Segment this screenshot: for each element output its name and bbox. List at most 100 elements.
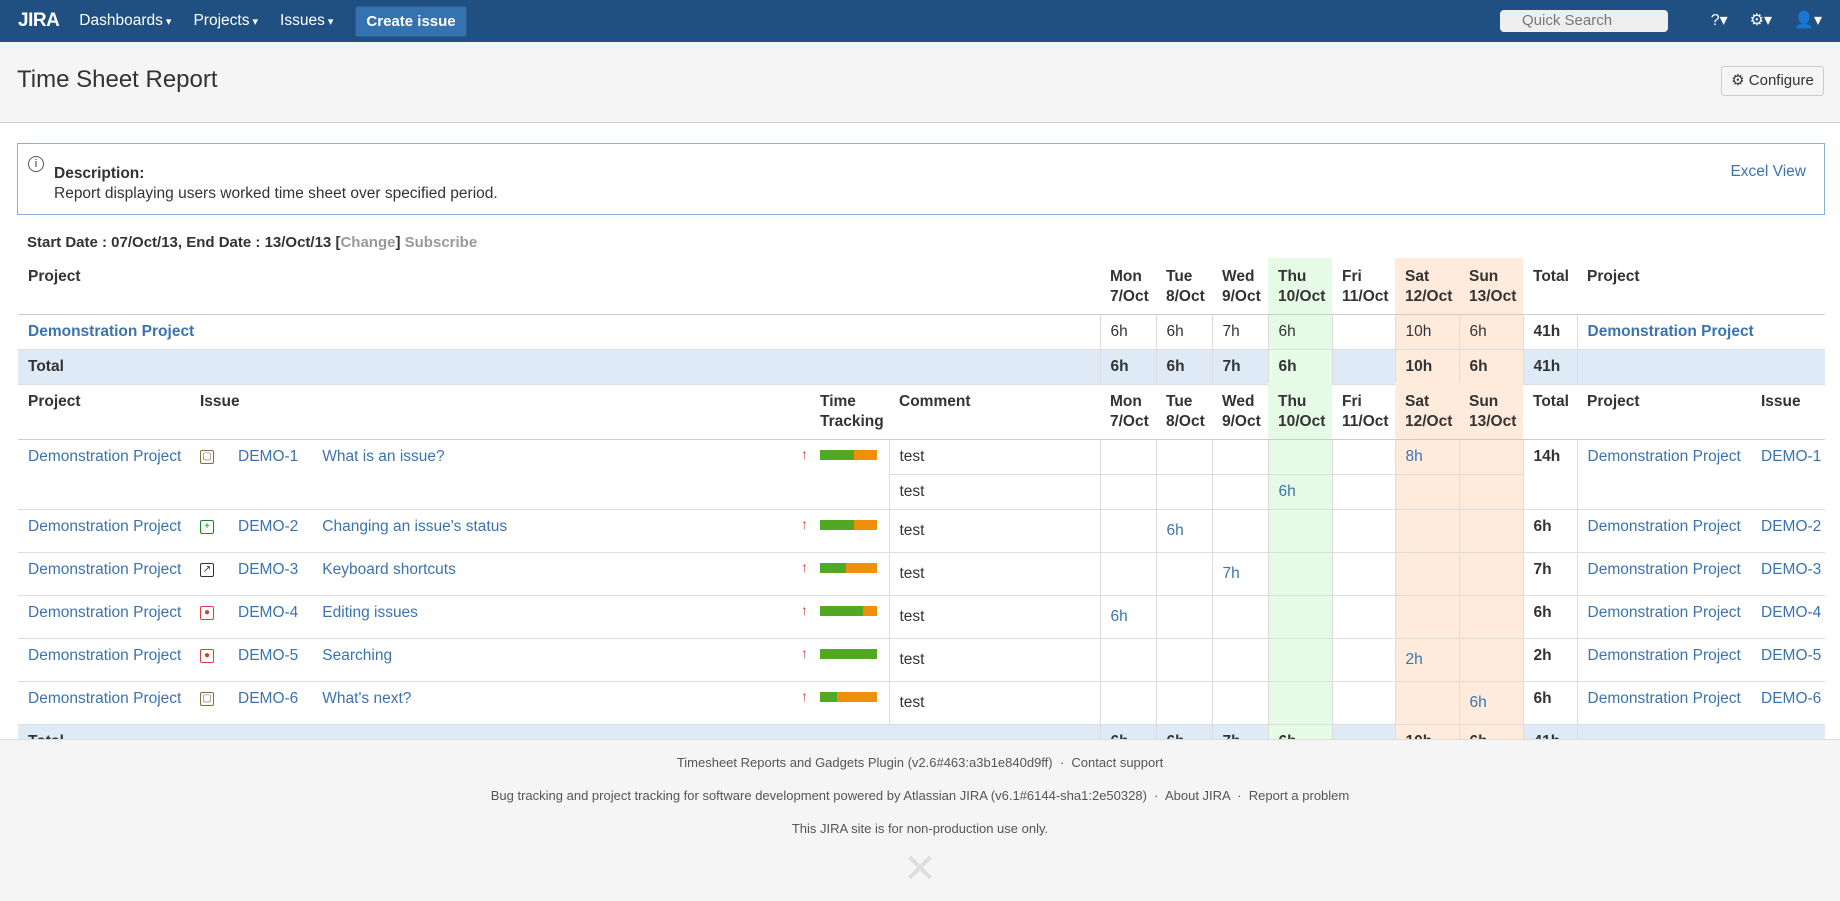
project-cell: Demonstration Project [1576,638,1751,682]
logo[interactable]: JIRA [18,10,60,31]
hours-value[interactable]: 7h [1222,565,1240,582]
priority-icon: ↑ [801,446,808,462]
project-cell: Demonstration Project [1576,595,1751,639]
comment-cell: test [888,552,1100,596]
settings-icon[interactable]: ⚙▾ [1749,12,1773,29]
hours-cell [1394,595,1459,639]
subscribe-link[interactable]: Subscribe [404,234,478,251]
issue-link[interactable]: DEMO-2 [1761,518,1822,535]
issue-key[interactable]: DEMO-4 [238,604,299,621]
help-icon[interactable]: ?▾ [1710,12,1728,29]
issue-cell: + DEMO-2 Changing an issue's status ↑ [190,509,810,553]
hours-value[interactable]: 8h [1405,448,1423,465]
issue-link[interactable]: DEMO-5 [1761,647,1822,664]
issue-summary[interactable]: What's next? [322,690,412,707]
issue-summary[interactable]: Editing issues [322,604,418,621]
day-name: Tue [1166,268,1193,285]
day-header: Thu 10/Oct [1268,383,1332,440]
day-header: Sat 12/Oct [1395,383,1459,440]
priority-icon: ↑ [801,559,808,575]
issue-key[interactable]: DEMO-5 [238,647,299,664]
hours-cell [1267,595,1332,639]
total-cell: 14h [1522,439,1577,510]
hours-cell [1331,681,1395,725]
quick-search[interactable]: Quick Search [1500,10,1668,32]
issue-link[interactable]: DEMO-4 [1761,604,1822,621]
issue-cell: DEMO-4 [1751,595,1825,639]
project-link[interactable]: Demonstration Project [1587,647,1741,664]
issue-summary[interactable]: Changing an issue's status [322,518,508,535]
hours-cell [1267,638,1332,682]
issue-summary[interactable]: Keyboard shortcuts [322,561,456,578]
project-link[interactable]: Demonstration Project [28,448,182,465]
hours-cell: 6h [1458,349,1523,385]
issue-cell: ● DEMO-4 Editing issues ↑ [190,595,810,639]
issue-summary[interactable]: Searching [322,647,393,664]
day-header: Fri 11/Oct [1332,258,1395,315]
hours-value[interactable]: 2h [1405,651,1423,668]
hours-cell [1155,595,1212,639]
excel-view-link[interactable]: Excel View [1730,163,1806,180]
header-row: Project Issue Time Tracking Comment Mon 7/Oct… [18,383,1825,440]
issue-summary[interactable]: What is an issue? [322,448,445,465]
powered-by: Bug tracking and project tracking for so… [490,788,1147,803]
hours-cell: 7h [1211,552,1268,596]
hours-value[interactable]: 6h [1110,608,1128,625]
project-link[interactable]: Demonstration Project [1587,561,1741,578]
project-cell: Demonstration Project [18,638,190,682]
project-link[interactable]: Demonstration Project [1587,323,1754,340]
project-link[interactable]: Demonstration Project [28,604,182,621]
issue-link[interactable]: DEMO-1 [1761,448,1822,465]
about-link[interactable]: About JIRA [1164,788,1231,803]
project-link[interactable]: Demonstration Project [1587,604,1741,621]
project-link[interactable]: Demonstration Project [28,561,182,578]
day-name: Thu [1278,268,1307,285]
project-link[interactable]: Demonstration Project [28,647,182,664]
day-name: Mon [1110,268,1142,285]
hours-cell: 2h [1394,638,1459,682]
hours-cell [1211,509,1268,553]
issue-link[interactable]: DEMO-6 [1761,690,1822,707]
hours-value[interactable]: 6h [1166,522,1184,539]
configure-button[interactable]: ⚙ Configure [1721,66,1824,96]
issue-key[interactable]: DEMO-1 [238,448,299,465]
priority-icon: ↑ [801,516,808,532]
hours-cell [1099,552,1156,596]
issue-cell: DEMO-2 [1751,509,1825,553]
project-link[interactable]: Demonstration Project [1587,690,1741,707]
contact-support-link[interactable]: Contact support [1071,755,1164,770]
hours-cell [1331,474,1395,510]
issue-key[interactable]: DEMO-3 [238,561,299,578]
nav-menu[interactable]: Projects [193,12,258,30]
day-header: Tue 8/Oct [1156,258,1212,315]
summary-table: Project Mon 7/Oct Tue 8/Oct Wed 9/Oct Thu 10/Oct… [18,258,1825,385]
project-link[interactable]: Demonstration Project [1587,518,1741,535]
nav-menu[interactable]: Dashboards [79,12,171,30]
day-header: Wed 9/Oct [1212,383,1268,440]
description-box: i Description: Report displaying users w… [17,143,1825,215]
hours-value[interactable]: 6h [1469,694,1487,711]
issue-cell: DEMO-1 [1751,439,1825,510]
project-cell: Demonstration Project [1576,552,1751,596]
change-link[interactable]: Change [340,234,396,251]
issue-row: Demonstration Project + DEMO-2 Changing an … [18,509,1825,553]
issue-link[interactable]: DEMO-3 [1761,561,1822,578]
nav-menu[interactable]: Issues [280,12,333,30]
issue-type-icon: ● [200,605,214,620]
project-link[interactable]: Demonstration Project [28,323,195,340]
project-link[interactable]: Demonstration Project [28,518,182,535]
hours-value[interactable]: 6h [1278,483,1296,500]
footer-note: This JIRA site is for non-production use… [791,821,1049,836]
report-problem-link[interactable]: Report a problem [1248,788,1350,803]
user-icon[interactable]: 👤▾ [1794,12,1822,29]
day-name: Sat [1405,393,1430,410]
project-link[interactable]: Demonstration Project [1587,448,1741,465]
day-name: Sun [1469,393,1499,410]
issue-key[interactable]: DEMO-6 [238,690,299,707]
issue-key[interactable]: DEMO-2 [238,518,299,535]
period-close: ] [395,234,401,251]
project-link[interactable]: Demonstration Project [28,690,182,707]
create-issue-button[interactable]: Create issue [355,5,467,37]
total-cell: 6h [1522,681,1577,725]
